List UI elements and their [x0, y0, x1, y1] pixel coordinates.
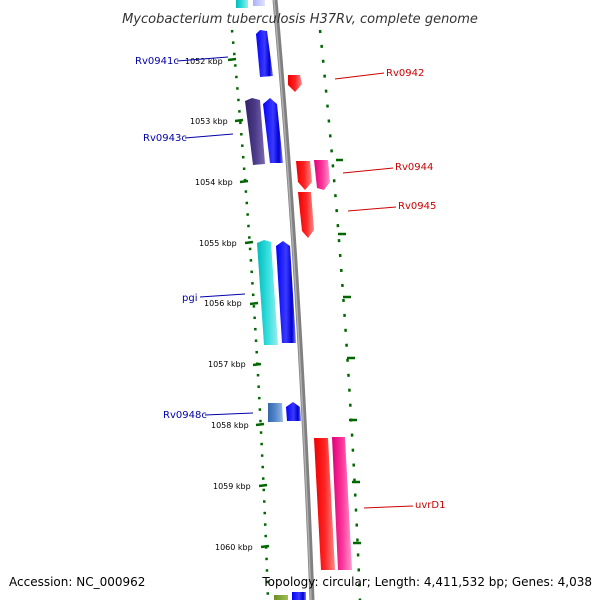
topology-text: Topology: circular; Length: 4,411,532 bp… — [261, 575, 592, 589]
tick-label: 1060 kbp — [215, 543, 253, 552]
gene-arrow[interactable] — [332, 437, 352, 570]
tick-labels: 1052 kbp 1053 kbp 1054 kbp 1055 kbp 1056… — [185, 57, 253, 552]
gene-label-rv0944[interactable]: Rv0944 — [395, 162, 433, 173]
inner-ruler — [230, 29, 270, 600]
gene-arrow[interactable] — [245, 98, 265, 165]
gene-label-rv0942[interactable]: Rv0942 — [386, 68, 424, 79]
outer-ruler — [318, 29, 362, 600]
gene-label-rv0945[interactable]: Rv0945 — [398, 201, 436, 212]
genome-backbone-highlight — [273, 0, 312, 600]
forward-strand-genes — [288, 75, 352, 570]
genome-backbone — [272, 0, 315, 600]
tick-label: 1059 kbp — [213, 482, 251, 491]
gene-arrow[interactable] — [288, 75, 302, 92]
gene-labels: Rv0941c Rv0943c pgi Rv0948c Rv0942 Rv094… — [135, 56, 445, 511]
gene-label-rv0948c[interactable]: Rv0948c — [163, 410, 207, 421]
leader-lines — [176, 56, 414, 509]
gene-label-uvrd1[interactable]: uvrD1 — [415, 500, 445, 511]
gene-arrow[interactable] — [292, 592, 306, 600]
gene-arrow[interactable] — [276, 241, 296, 343]
tick-label: 1054 kbp — [195, 178, 233, 187]
gene-arrow[interactable] — [236, 0, 248, 8]
reverse-strand-genes — [236, 0, 306, 600]
gene-label-rv0941c[interactable]: Rv0941c — [135, 56, 179, 67]
gene-arrow[interactable] — [314, 160, 330, 190]
gene-arrow[interactable] — [274, 595, 288, 600]
tick-label: 1053 kbp — [190, 117, 228, 126]
accession-text: Accession: NC_000962 — [9, 575, 145, 589]
tick-label: 1056 kbp — [204, 299, 242, 308]
tick-label: 1052 kbp — [185, 57, 223, 66]
tick-label: 1058 kbp — [211, 421, 249, 430]
gene-label-rv0943c[interactable]: Rv0943c — [143, 133, 187, 144]
gene-arrow[interactable] — [256, 30, 273, 77]
gene-arrow[interactable] — [257, 240, 278, 345]
map-title: Mycobacterium tuberculosis H37Rv, comple… — [122, 12, 478, 27]
gene-arrow[interactable] — [286, 402, 301, 421]
tick-label: 1055 kbp — [199, 239, 237, 248]
gene-arrow[interactable] — [296, 161, 312, 190]
tick-label: 1057 kbp — [208, 360, 246, 369]
gene-arrow[interactable] — [298, 192, 314, 238]
gene-arrow[interactable] — [263, 98, 283, 163]
gene-arrow[interactable] — [314, 438, 335, 570]
gene-label-pgi[interactable]: pgi — [182, 293, 197, 304]
gene-arrow[interactable] — [268, 403, 283, 422]
tick-marks — [227, 57, 361, 549]
gene-arrow[interactable] — [253, 0, 265, 6]
